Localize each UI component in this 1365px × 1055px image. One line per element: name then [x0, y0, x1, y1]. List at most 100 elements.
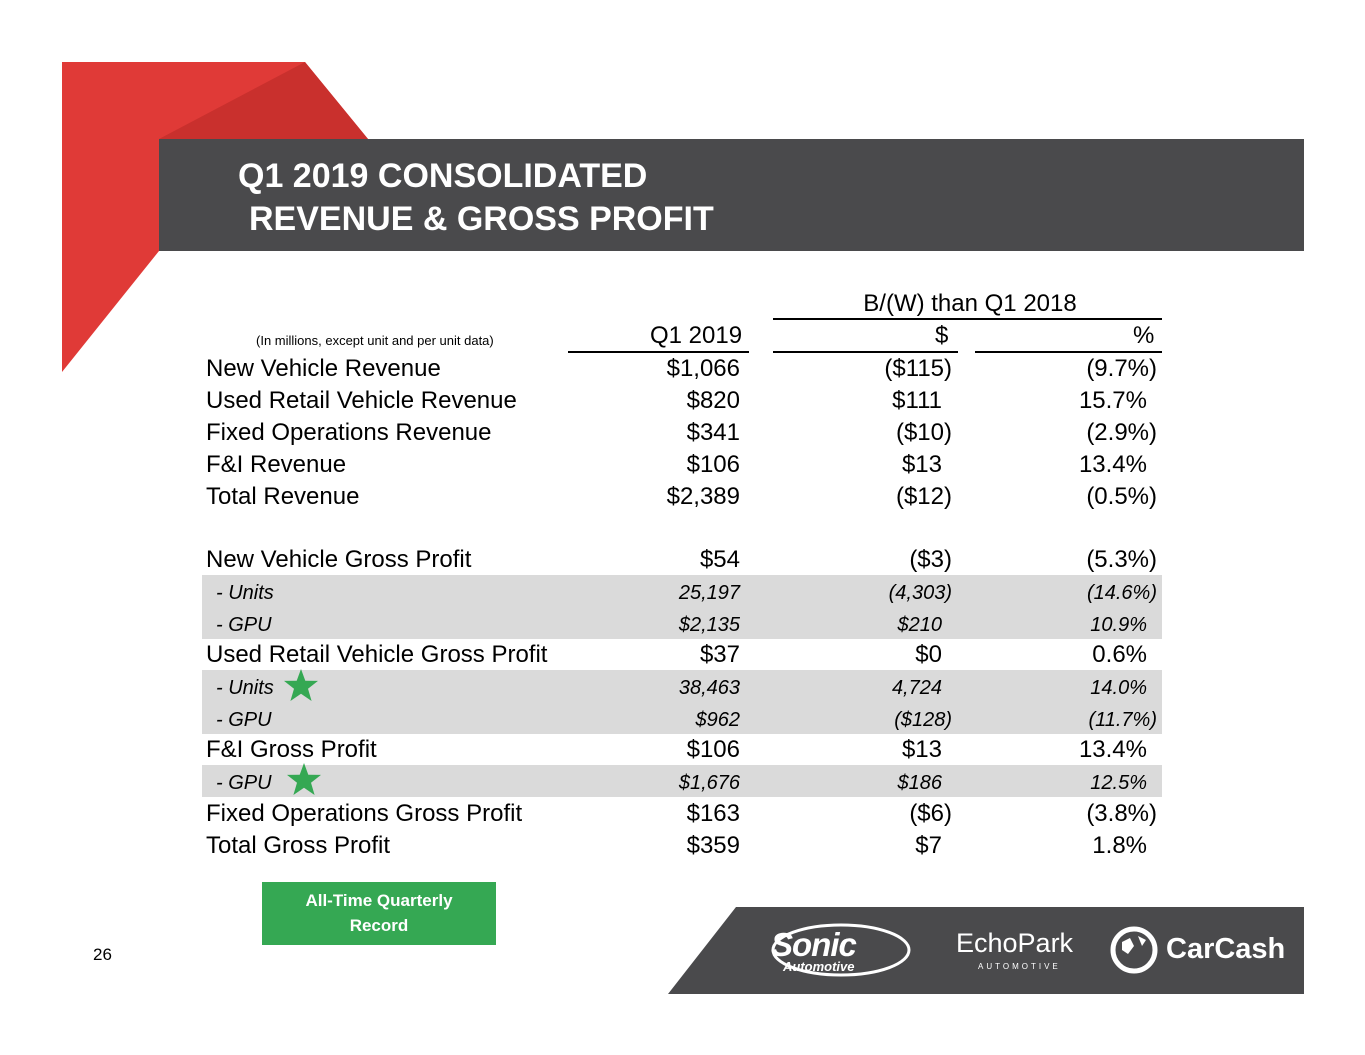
cell-q1: $106: [686, 451, 740, 478]
cell-percent: 1.8%: [1092, 832, 1147, 859]
table-row: Used Retail Vehicle Revenue $820 $111 15…: [0, 385, 1365, 417]
col-rule-q1: [568, 351, 749, 353]
group-header-rule: [773, 318, 1162, 320]
cell-dollar: $0: [915, 641, 942, 668]
cell-q1: $163: [686, 800, 740, 827]
row-label: Total Gross Profit: [206, 832, 391, 859]
carcash-globe-icon: [1110, 926, 1158, 974]
table-row: Total Revenue $2,389 ($12) (0.5%): [0, 481, 1365, 513]
band-fi-detail: [202, 765, 1162, 797]
cell-percent: 13.4%: [1078, 451, 1147, 478]
page-title: Q1 2019 CONSOLIDATED REVENUE & GROSS PRO…: [238, 155, 714, 241]
echopark-logo-text: EchoPark: [956, 928, 1074, 958]
page-number: 26: [93, 945, 112, 964]
cell-q1: $37: [699, 641, 740, 668]
cell-dollar: ($115): [884, 355, 952, 382]
row-label: Fixed Operations Gross Profit: [206, 800, 523, 827]
carcash-logo: CarCash: [1108, 924, 1286, 976]
sonic-logo-subtext: Automotive: [783, 959, 855, 974]
cell-percent: 15.7%: [1078, 387, 1147, 414]
title-line-1: Q1 2019 CONSOLIDATED: [238, 157, 648, 195]
col-header-q1: Q1 2019: [650, 322, 743, 349]
sonic-logo-text: Sonic: [771, 926, 857, 963]
cell-q1: $820: [686, 387, 740, 414]
table-row: F&I Gross Profit $106 $13 13.4%: [0, 734, 1365, 766]
cell-percent: 10.9%: [1090, 614, 1147, 636]
cell-dollar: ($128): [894, 709, 952, 731]
cell-dollar: ($3): [909, 546, 952, 573]
col-header-dollar: $: [935, 322, 949, 349]
row-label: - GPU: [216, 614, 272, 636]
cell-dollar: ($6): [909, 800, 952, 827]
cell-dollar: $186: [897, 772, 943, 794]
cell-dollar: ($12): [895, 483, 952, 510]
cell-percent: (3.8%): [1086, 800, 1157, 827]
table-row: - GPU $1,676 $186 12.5%: [0, 765, 1365, 797]
cell-q1: $2,135: [678, 614, 740, 636]
echopark-logo: EchoPark AUTOMOTIVE: [956, 928, 1076, 974]
row-label: New Vehicle Revenue: [206, 355, 441, 382]
cell-q1: 25,197: [678, 582, 740, 604]
badge-line-1: All-Time Quarterly: [305, 891, 453, 910]
col-rule-dollar: [773, 351, 958, 353]
table-row: Fixed Operations Gross Profit $163 ($6) …: [0, 798, 1365, 830]
table-row: - GPU $962 ($128) (11.7%): [0, 702, 1365, 734]
table-row: F&I Revenue $106 $13 13.4%: [0, 449, 1365, 481]
sonic-swoosh-icon: [771, 923, 911, 977]
title-line-2: REVENUE & GROSS PROFIT: [249, 200, 714, 238]
row-label: - Units: [216, 677, 274, 699]
cell-percent: (0.5%): [1086, 483, 1157, 510]
row-label: - GPU: [216, 709, 272, 731]
cell-q1: 38,463: [678, 677, 740, 699]
record-star-icon: [287, 763, 321, 795]
col-rule-percent: [975, 351, 1162, 353]
table-row: New Vehicle Revenue $1,066 ($115) (9.7%): [0, 353, 1365, 385]
cell-q1: $1,066: [666, 355, 740, 382]
row-label: F&I Gross Profit: [206, 736, 377, 763]
row-label: New Vehicle Gross Profit: [206, 546, 472, 573]
cell-q1: $1,676: [678, 772, 740, 794]
band-new-vehicle-detail: [202, 575, 1162, 639]
cell-dollar: $7: [915, 832, 942, 859]
cell-dollar: 4,724: [891, 677, 942, 699]
cell-dollar: $210: [897, 614, 943, 636]
cell-q1: $2,389: [666, 483, 740, 510]
table-row: - Units 38,463 4,724 14.0%: [0, 670, 1365, 702]
cell-percent: (2.9%): [1086, 419, 1157, 446]
cell-q1: $54: [699, 546, 740, 573]
row-label: Total Revenue: [206, 483, 360, 510]
table-row: Total Gross Profit $359 $7 1.8%: [0, 830, 1365, 862]
cell-q1: $359: [686, 832, 740, 859]
units-note: (In millions, except unit and per unit d…: [256, 333, 494, 348]
cell-percent: 12.5%: [1090, 772, 1147, 794]
row-label: F&I Revenue: [206, 451, 347, 478]
cell-dollar: $13: [901, 736, 942, 763]
cell-percent: 13.4%: [1078, 736, 1147, 763]
cell-percent: (11.7%): [1088, 709, 1157, 731]
table-row: New Vehicle Gross Profit $54 ($3) (5.3%): [0, 544, 1365, 576]
band-used-vehicle-detail: [202, 670, 1162, 734]
carcash-logo-text: CarCash: [1166, 933, 1286, 965]
col-header-percent: %: [1133, 322, 1155, 349]
cell-dollar: $13: [901, 451, 942, 478]
comparison-group-header: B/(W) than Q1 2018: [863, 290, 1077, 317]
title-bar: [159, 139, 1304, 251]
sonic-automotive-logo: Sonic Automotive: [765, 922, 911, 978]
row-label: Used Retail Vehicle Gross Profit: [206, 641, 548, 668]
row-label: Fixed Operations Revenue: [206, 419, 492, 446]
cell-percent: 0.6%: [1092, 641, 1147, 668]
logo-bar: [668, 907, 1304, 994]
record-star-icon: [284, 669, 318, 701]
echopark-logo-subtext: AUTOMOTIVE: [978, 962, 1061, 971]
table-row: - GPU $2,135 $210 10.9%: [0, 607, 1365, 639]
table-row: Fixed Operations Revenue $341 ($10) (2.9…: [0, 417, 1365, 449]
cell-q1: $106: [686, 736, 740, 763]
cell-q1: $341: [686, 419, 740, 446]
cell-percent: (9.7%): [1086, 355, 1157, 382]
cell-dollar: (4,303): [888, 582, 952, 604]
cell-percent: (5.3%): [1086, 546, 1157, 573]
row-label: Used Retail Vehicle Revenue: [206, 387, 517, 414]
row-label: - Units: [216, 582, 274, 604]
badge-line-2: Record: [349, 916, 409, 935]
cell-dollar: $111: [892, 387, 942, 414]
